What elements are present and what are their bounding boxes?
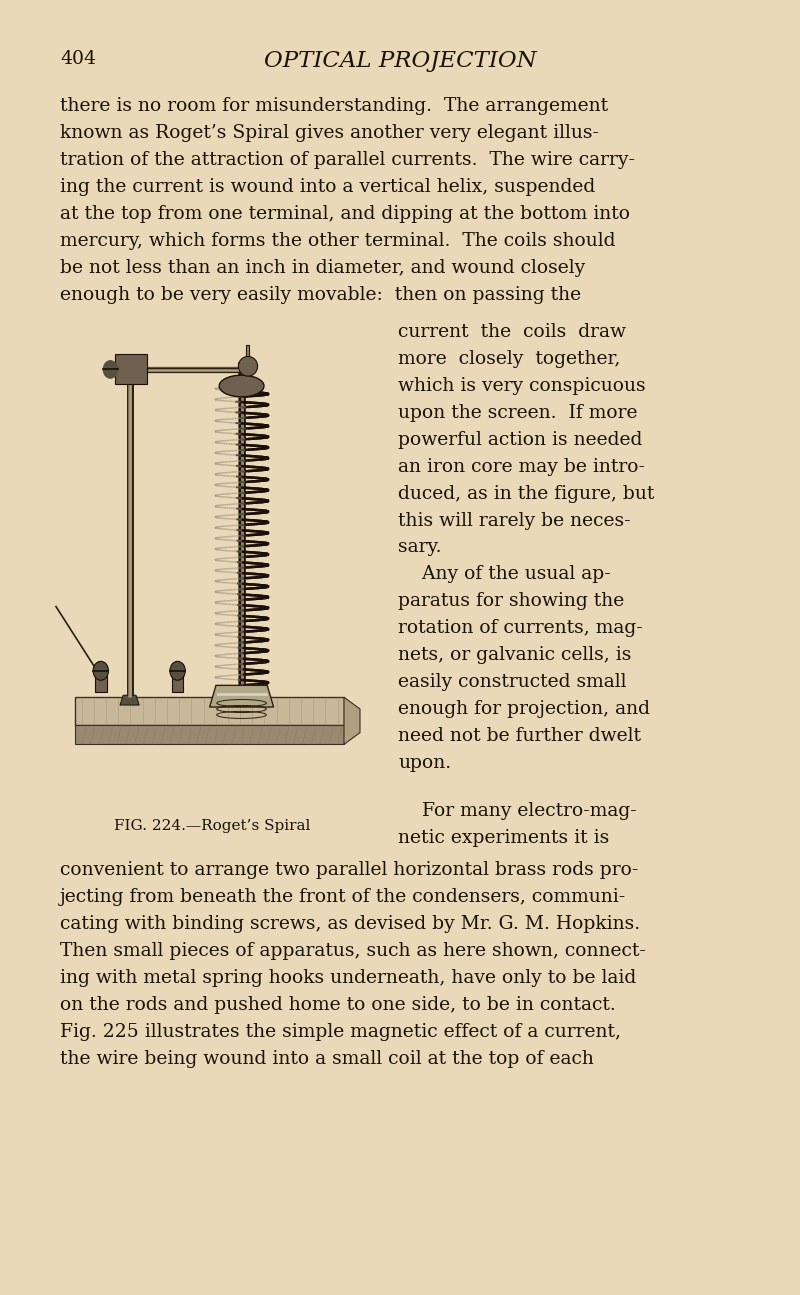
Text: need not be further dwelt: need not be further dwelt bbox=[398, 726, 642, 745]
Text: Any of the usual ap-: Any of the usual ap- bbox=[398, 566, 611, 583]
Text: enough for projection, and: enough for projection, and bbox=[398, 701, 650, 717]
Text: sary.: sary. bbox=[398, 539, 442, 557]
Text: convenient to arrange two parallel horizontal brass rods pro-: convenient to arrange two parallel horiz… bbox=[60, 861, 638, 879]
Text: powerful action is needed: powerful action is needed bbox=[398, 431, 642, 448]
Polygon shape bbox=[210, 685, 274, 707]
Text: cating with binding screws, as devised by Mr. G. M. Hopkins.: cating with binding screws, as devised b… bbox=[60, 916, 640, 932]
Text: FIG. 224.—Roget’s Spiral: FIG. 224.—Roget’s Spiral bbox=[114, 818, 310, 833]
Text: upon.: upon. bbox=[398, 754, 451, 772]
Text: at the top from one terminal, and dipping at the bottom into: at the top from one terminal, and dippin… bbox=[60, 205, 630, 223]
Text: be not less than an inch in diameter, and wound closely: be not less than an inch in diameter, an… bbox=[60, 259, 586, 277]
Text: netic experiments it is: netic experiments it is bbox=[398, 829, 610, 847]
Text: mercury, which forms the other terminal.  The coils should: mercury, which forms the other terminal.… bbox=[60, 232, 615, 250]
Text: an iron core may be intro-: an iron core may be intro- bbox=[398, 457, 646, 475]
Text: duced, as in the figure, but: duced, as in the figure, but bbox=[398, 484, 654, 502]
Text: which is very conspicuous: which is very conspicuous bbox=[398, 377, 646, 395]
Text: more  closely  together,: more closely together, bbox=[398, 350, 621, 368]
Text: paratus for showing the: paratus for showing the bbox=[398, 592, 625, 610]
Text: OPTICAL PROJECTION: OPTICAL PROJECTION bbox=[264, 51, 536, 71]
Polygon shape bbox=[75, 725, 344, 745]
Text: known as Roget’s Spiral gives another very elegant illus-: known as Roget’s Spiral gives another ve… bbox=[60, 124, 599, 142]
Circle shape bbox=[93, 662, 109, 680]
Circle shape bbox=[170, 662, 186, 680]
Polygon shape bbox=[115, 355, 147, 385]
Text: jecting from beneath the front of the condensers, communi-: jecting from beneath the front of the co… bbox=[60, 888, 626, 906]
Text: current  the  coils  draw: current the coils draw bbox=[398, 322, 626, 341]
Text: tration of the attraction of parallel currents.  The wire carry-: tration of the attraction of parallel cu… bbox=[60, 152, 635, 168]
Text: easily constructed small: easily constructed small bbox=[398, 673, 627, 692]
Ellipse shape bbox=[238, 356, 258, 376]
Text: enough to be very easily movable:  then on passing the: enough to be very easily movable: then o… bbox=[60, 286, 581, 303]
Polygon shape bbox=[172, 675, 183, 693]
Text: For many electro-mag-: For many electro-mag- bbox=[398, 802, 637, 820]
Text: 404: 404 bbox=[60, 51, 96, 67]
Polygon shape bbox=[120, 695, 139, 704]
Text: ing the current is wound into a vertical helix, suspended: ing the current is wound into a vertical… bbox=[60, 177, 595, 196]
Text: there is no room for misunderstanding.  The arrangement: there is no room for misunderstanding. T… bbox=[60, 97, 608, 115]
Text: this will rarely be neces-: this will rarely be neces- bbox=[398, 512, 631, 530]
Text: ing with metal spring hooks underneath, have only to be laid: ing with metal spring hooks underneath, … bbox=[60, 969, 636, 987]
Ellipse shape bbox=[219, 376, 264, 396]
Text: rotation of currents, mag-: rotation of currents, mag- bbox=[398, 619, 643, 637]
Polygon shape bbox=[344, 697, 360, 745]
Circle shape bbox=[103, 361, 118, 378]
Text: nets, or galvanic cells, is: nets, or galvanic cells, is bbox=[398, 646, 632, 664]
Text: Fig. 225 illustrates the simple magnetic effect of a current,: Fig. 225 illustrates the simple magnetic… bbox=[60, 1023, 621, 1041]
Polygon shape bbox=[95, 675, 106, 693]
Polygon shape bbox=[75, 697, 344, 725]
Text: the wire being wound into a small coil at the top of each: the wire being wound into a small coil a… bbox=[60, 1050, 594, 1067]
Text: on the rods and pushed home to one side, to be in contact.: on the rods and pushed home to one side,… bbox=[60, 996, 616, 1014]
Text: Then small pieces of apparatus, such as here shown, connect-: Then small pieces of apparatus, such as … bbox=[60, 941, 646, 960]
Text: upon the screen.  If more: upon the screen. If more bbox=[398, 404, 638, 422]
